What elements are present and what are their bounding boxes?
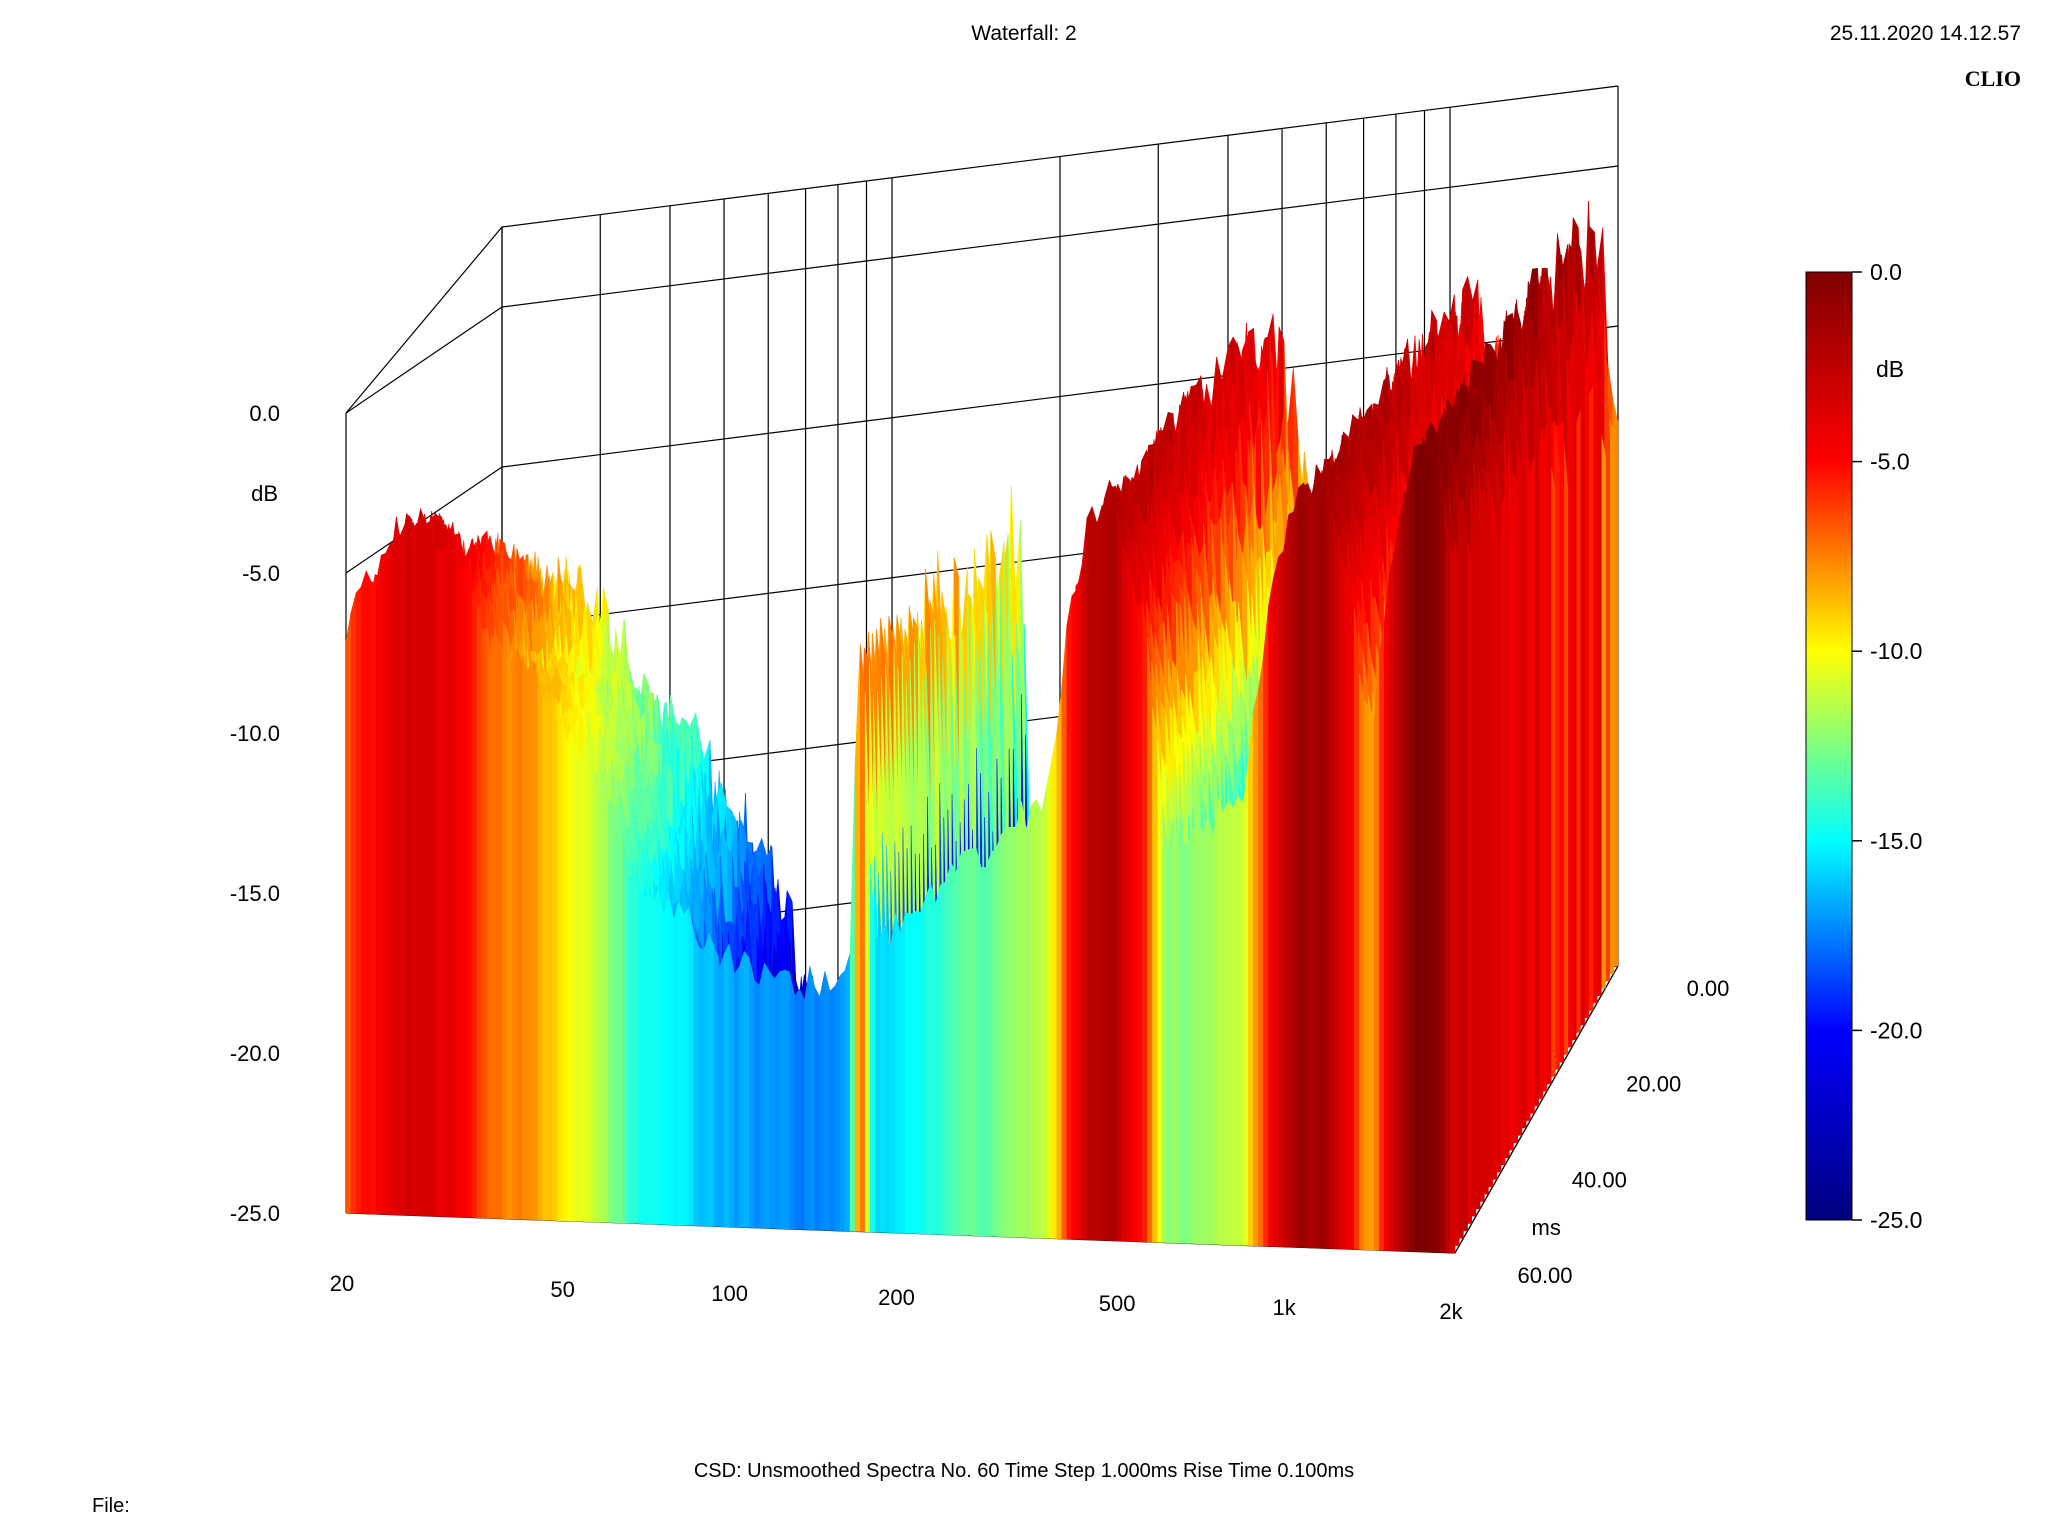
waterfall-surface [345, 200, 1619, 1254]
timestamp: 25.11.2020 14.12.57 [1829, 22, 2021, 45]
grid-line-side [345, 306, 503, 414]
grid-top-line [501, 85, 1619, 228]
grid-side-top [345, 226, 503, 414]
grid-floor-right-edge [1454, 965, 1619, 1254]
brand-logo: CLIO [1964, 66, 2021, 91]
chart-title: Waterfall: 2 [971, 22, 1077, 45]
grid-line-back-horizontal [501, 165, 1619, 308]
